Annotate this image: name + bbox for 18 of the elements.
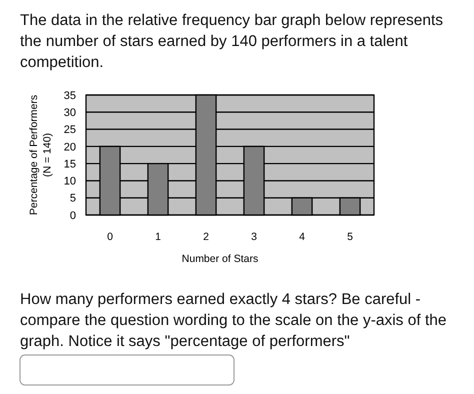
y-tick-label: 10 [64,176,76,188]
y-tick-label: 25 [64,124,76,136]
y-axis-title: Percentage of Performers (N = 140) [28,94,54,216]
text: How many performers earned exactly 4 stars? Be careful - compare the question wording to the scale on the y-axis of the graph. Notice it says "percentage of performers" [20,291,446,350]
x-tick-label: 4 [299,231,306,243]
x-axis-title: Number of Stars [182,253,258,265]
x-tick-label: 5 [347,231,354,243]
y-tick-label: 0 [70,210,76,222]
y-tick-label: 30 [64,106,76,119]
x-tick-label: 3 [251,231,258,243]
x-tick-label: 1 [155,231,162,243]
chart-title: The data in the relative frequency bar graph below represents the number of stars earned by 140 performers in a talent competition. [20,12,444,71]
x-tick-label: 0 [107,231,114,243]
y-tick-label: 35 [64,90,76,102]
y-tick-label: 15 [64,158,76,170]
y-tick-label: 20 [64,141,76,154]
y-tick-label: 5 [70,192,76,205]
x-tick-label: 2 [203,231,210,243]
